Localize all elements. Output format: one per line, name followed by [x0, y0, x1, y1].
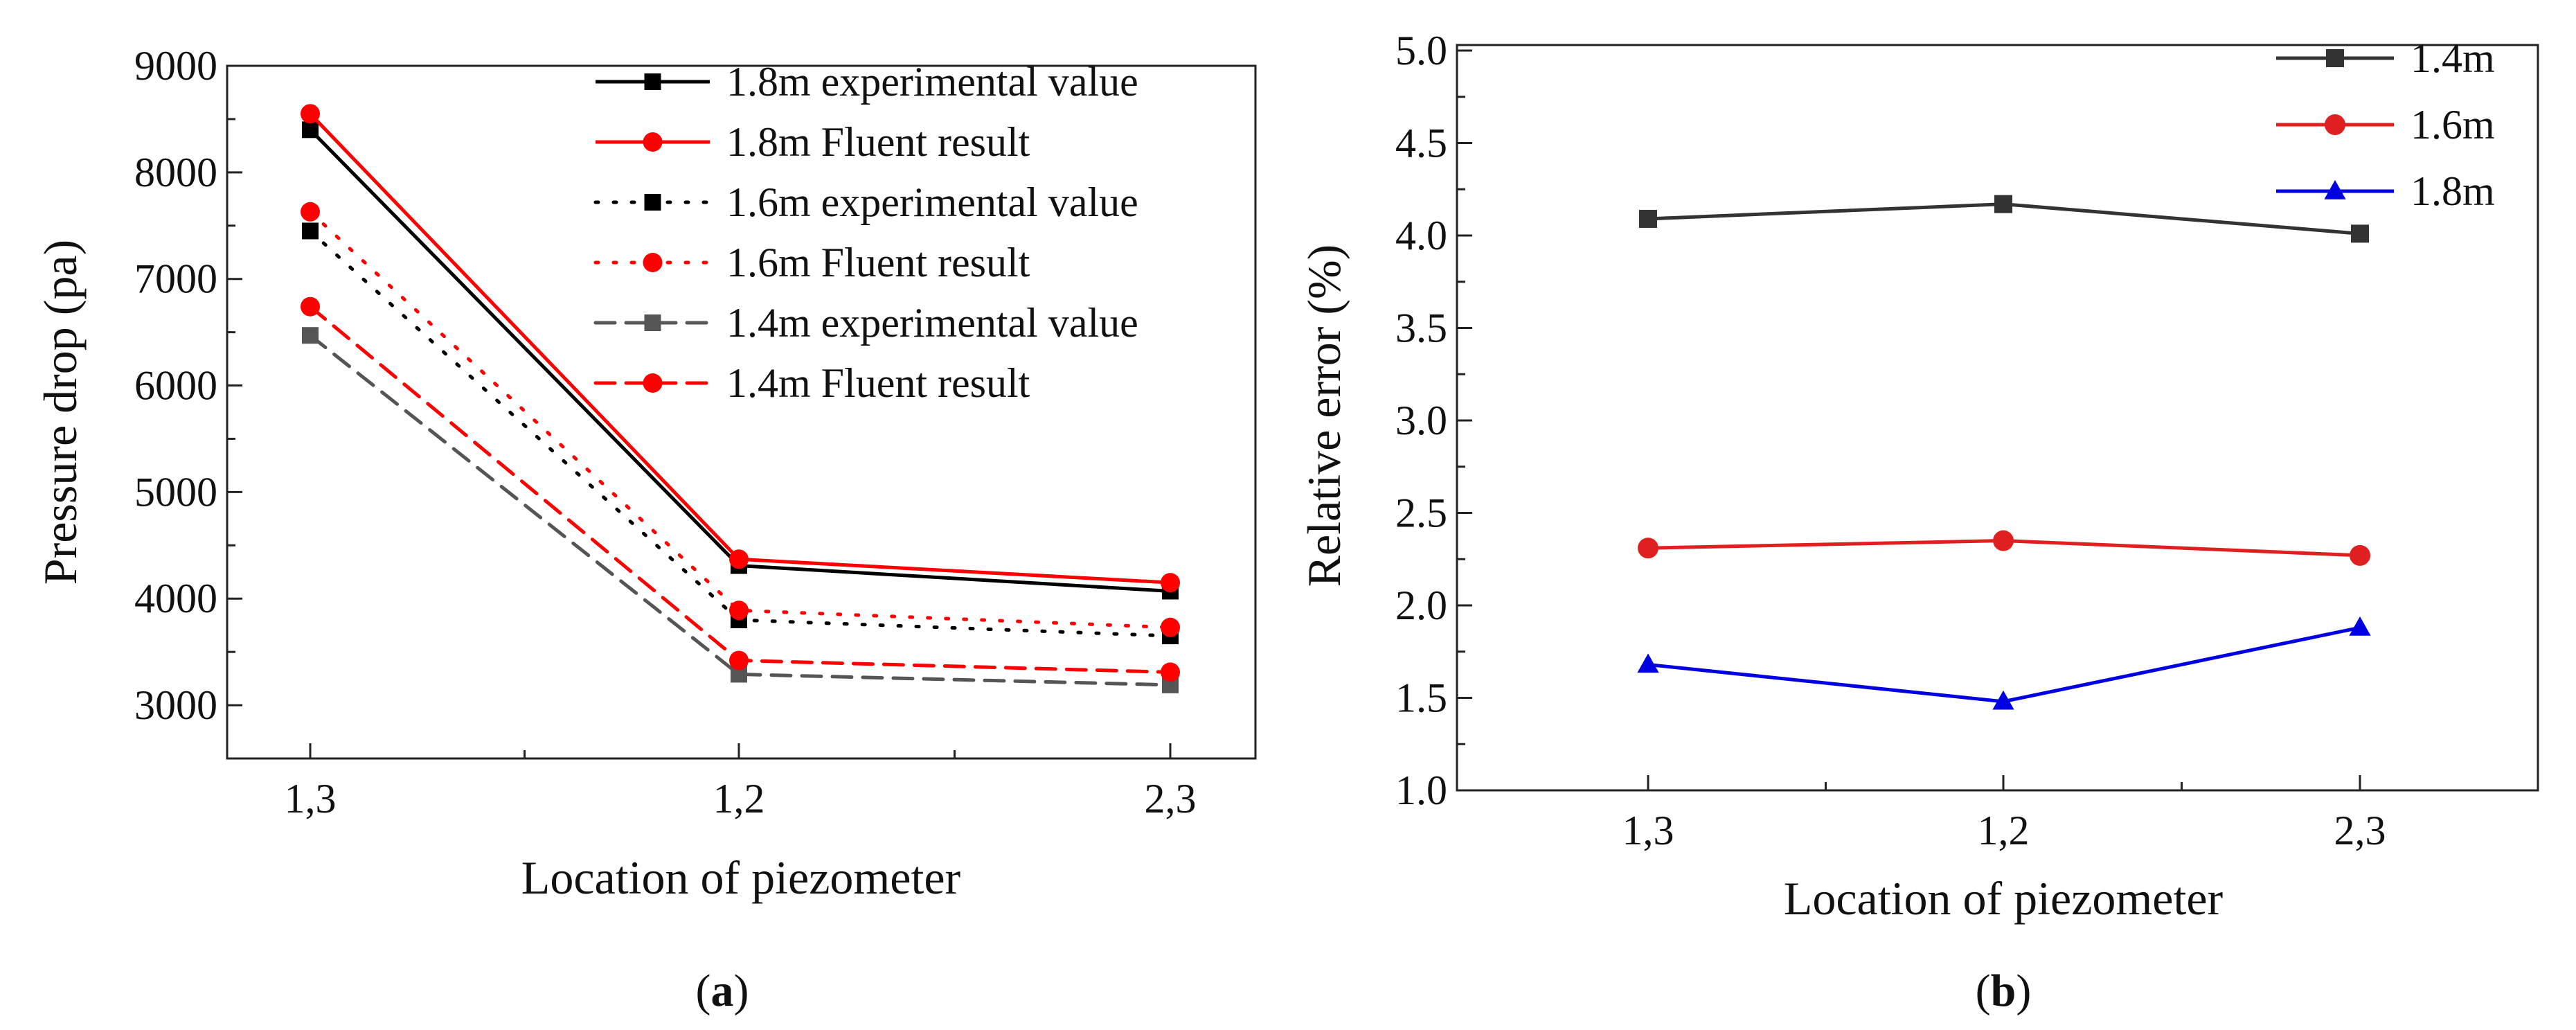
plot-frame-a [226, 64, 1257, 760]
data-point [1994, 195, 2012, 213]
series-line [308, 333, 1172, 687]
data-point [301, 202, 320, 222]
y-tick-label: 4.0 [1395, 213, 1447, 258]
data-point [2349, 616, 2371, 636]
data-point [1161, 662, 1180, 682]
data-point [1992, 690, 2014, 710]
chart-panel-b: 1.0 1.5 2.0 2.5 3.0 3.5 4.0 4.5 5.0 1,3 1,2 2,3 1.4… [1298, 28, 2539, 1016]
series-1-8m-fluent-result [301, 104, 1180, 593]
data-point [302, 327, 319, 344]
legend-label: 1.6m Fluent result [726, 240, 1030, 285]
y-tick-label: 1.0 [1395, 767, 1447, 813]
legend-marker [2324, 179, 2346, 199]
data-point [301, 104, 320, 124]
series-group-a [301, 104, 1180, 693]
y-axis-label-b: Relative error (%) [1298, 245, 1350, 587]
y-tick-label: 9000 [134, 43, 217, 89]
y-tick-label: 3000 [134, 682, 217, 728]
x-tick-label: 1,2 [1978, 808, 2030, 853]
y-tick-label: 3.0 [1395, 398, 1447, 443]
data-point [302, 121, 319, 139]
x-tick-label: 1,3 [1622, 808, 1674, 853]
legend-label: 1.8m [2410, 168, 2495, 214]
legend-marker [643, 132, 663, 152]
legend-b: 1.4m 1.6m 1.8m [2276, 35, 2495, 214]
data-point [1161, 617, 1180, 637]
series-line [1647, 625, 2361, 704]
legend-marker [2325, 114, 2345, 135]
x-tick-label: 1,3 [285, 776, 337, 822]
legend-label: 1.6m [2410, 102, 2495, 148]
axes-b: 1.0 1.5 2.0 2.5 3.0 3.5 4.0 4.5 5.0 1,3 1,2 2,3 [1395, 28, 2386, 853]
legend-a: 1.8m experimental value 1.8m Fluent resul… [593, 59, 1138, 406]
data-point [1993, 530, 2014, 551]
caption-b: (b) [1976, 966, 2032, 1016]
legend-label: 1.6m experimental value [726, 179, 1138, 225]
caption-b-letter: b [1991, 966, 2016, 1016]
chart-panel-a: 3000 4000 5000 6000 7000 8000 9000 1,3 1,2 2,3 1.… [34, 43, 1257, 1016]
y-tick-label: 6000 [134, 363, 217, 409]
y-tick-label: 3.5 [1395, 305, 1447, 351]
x-axis-label-b: Location of piezometer [1784, 872, 2224, 925]
data-point [1161, 573, 1180, 593]
legend-marker [644, 314, 661, 331]
series-1-4m [1639, 195, 2369, 243]
y-tick-label: 4.5 [1395, 121, 1447, 166]
axes-a: 3000 4000 5000 6000 7000 8000 9000 1,3 1,2 2,3 [134, 43, 1197, 822]
series-1-8m [1637, 616, 2371, 710]
data-point [729, 601, 749, 621]
legend-marker [2326, 49, 2344, 67]
legend-label: 1.4m Fluent result [726, 360, 1030, 406]
series-1-4m-experimental-value [302, 327, 1179, 693]
data-point [729, 650, 749, 671]
y-tick-label: 2.0 [1395, 583, 1447, 628]
legend-label: 1.4m [2410, 35, 2495, 81]
x-tick-label: 1,2 [713, 776, 765, 822]
data-point [1638, 538, 1658, 559]
caption-a-letter: a [711, 966, 734, 1016]
caption-a: (a) [696, 966, 749, 1016]
y-tick-label: 8000 [134, 150, 217, 195]
x-axis-label-a: Location of piezometer [521, 851, 961, 904]
series-group-b [1637, 195, 2371, 710]
legend-marker [644, 73, 661, 90]
legend-label: 1.8m Fluent result [726, 119, 1030, 165]
series-1-6m [1638, 530, 2370, 566]
legend-marker [643, 253, 663, 272]
y-axis-label-a: Pressure drop (pa) [34, 240, 87, 585]
y-tick-label: 4000 [134, 576, 217, 621]
x-tick-label: 2,3 [1145, 776, 1197, 822]
y-tick-label: 7000 [134, 256, 217, 302]
data-point [302, 222, 319, 240]
data-point [301, 296, 320, 317]
data-point [1639, 209, 1657, 228]
legend-label: 1.4m experimental value [726, 300, 1138, 346]
y-tick-label: 5000 [134, 469, 217, 515]
legend-marker [644, 194, 661, 211]
data-point [1637, 653, 1659, 673]
legend-marker [643, 373, 663, 393]
series-1-4m-fluent-result [301, 296, 1180, 682]
x-tick-label: 2,3 [2334, 808, 2386, 853]
series-1-6m-fluent-result [301, 202, 1180, 637]
data-point [2350, 544, 2370, 566]
data-point [729, 549, 749, 569]
y-tick-label: 5.0 [1395, 28, 1447, 73]
y-tick-label: 1.5 [1395, 675, 1447, 721]
legend-label: 1.8m experimental value [726, 59, 1138, 105]
data-point [2351, 224, 2369, 243]
plot-frame-b [1456, 44, 2539, 792]
y-tick-label: 2.5 [1395, 490, 1447, 536]
